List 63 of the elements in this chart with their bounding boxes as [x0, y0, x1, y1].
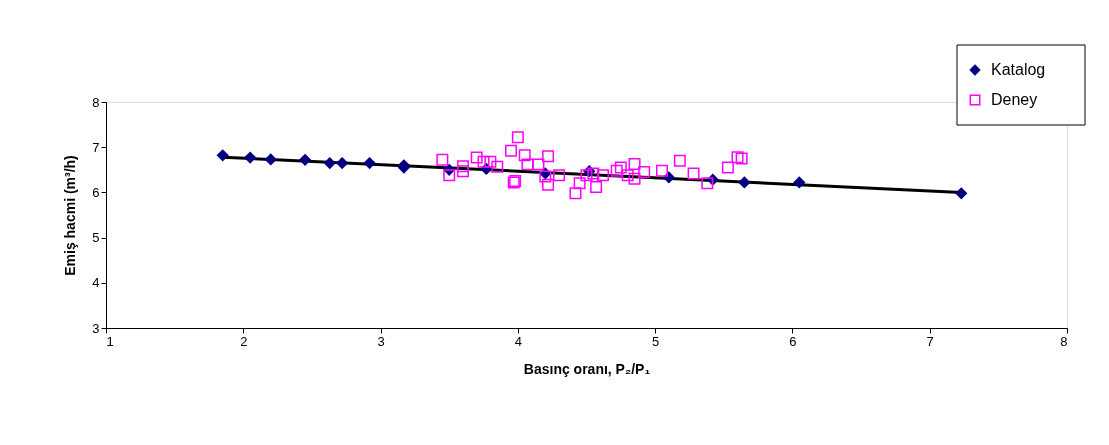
- point: [323, 156, 336, 170]
- point: [687, 167, 700, 180]
- point: [511, 131, 524, 144]
- point: [590, 180, 603, 193]
- point: [673, 154, 686, 167]
- point: [701, 177, 714, 190]
- point: [738, 176, 751, 189]
- point: [731, 151, 744, 164]
- legend-label: Katalog: [991, 61, 1046, 78]
- point: [363, 156, 376, 170]
- point: [542, 178, 555, 191]
- y-axis-title: Emiş hacmi (m³/h): [62, 155, 79, 276]
- point: [336, 156, 349, 170]
- point: [477, 155, 490, 168]
- point: [484, 155, 497, 168]
- point: [436, 153, 449, 166]
- point: [721, 161, 734, 174]
- point: [521, 158, 534, 171]
- point: [621, 169, 634, 182]
- x-tick-label: 5: [652, 333, 660, 349]
- point: [638, 166, 651, 179]
- y-tick-label: 7: [92, 139, 100, 155]
- x-tick-label: 7: [926, 333, 934, 349]
- point: [542, 150, 555, 163]
- point: [573, 177, 586, 190]
- y-tick-label: 3: [92, 320, 100, 336]
- x-tick-label: 4: [514, 333, 522, 349]
- point: [793, 176, 806, 189]
- x-tick-label: 3: [377, 333, 385, 349]
- x-tick-label: 6: [789, 333, 797, 349]
- point: [470, 151, 483, 164]
- point: [443, 169, 456, 182]
- point: [610, 164, 623, 177]
- point: [518, 149, 531, 162]
- point: [244, 151, 257, 164]
- point: [532, 158, 545, 171]
- y-tick-label: 6: [92, 184, 100, 200]
- point: [491, 160, 504, 173]
- point: [628, 157, 641, 170]
- y-tick-label: 8: [92, 94, 100, 110]
- point: [264, 153, 277, 166]
- x-tick-label: 2: [240, 333, 248, 349]
- point: [580, 169, 593, 182]
- point: [298, 153, 312, 166]
- point: [587, 167, 600, 180]
- point: [628, 172, 641, 185]
- point: [614, 161, 627, 174]
- x-tick-label: 8: [1060, 333, 1068, 349]
- point: [596, 169, 609, 182]
- point: [553, 169, 566, 182]
- point: [569, 187, 582, 200]
- point: [505, 144, 517, 157]
- point: [456, 160, 469, 173]
- y-tick-label: 5: [92, 230, 100, 246]
- point: [456, 165, 469, 178]
- y-tick-label: 4: [92, 275, 100, 291]
- point: [955, 187, 968, 200]
- point: [216, 149, 229, 162]
- x-tick-label: 1: [106, 333, 114, 349]
- x-axis-title: Basınç oranı, P₂/P₁: [523, 360, 651, 377]
- point: [735, 152, 748, 165]
- point: [656, 164, 668, 177]
- legend-label: Deney: [991, 91, 1038, 108]
